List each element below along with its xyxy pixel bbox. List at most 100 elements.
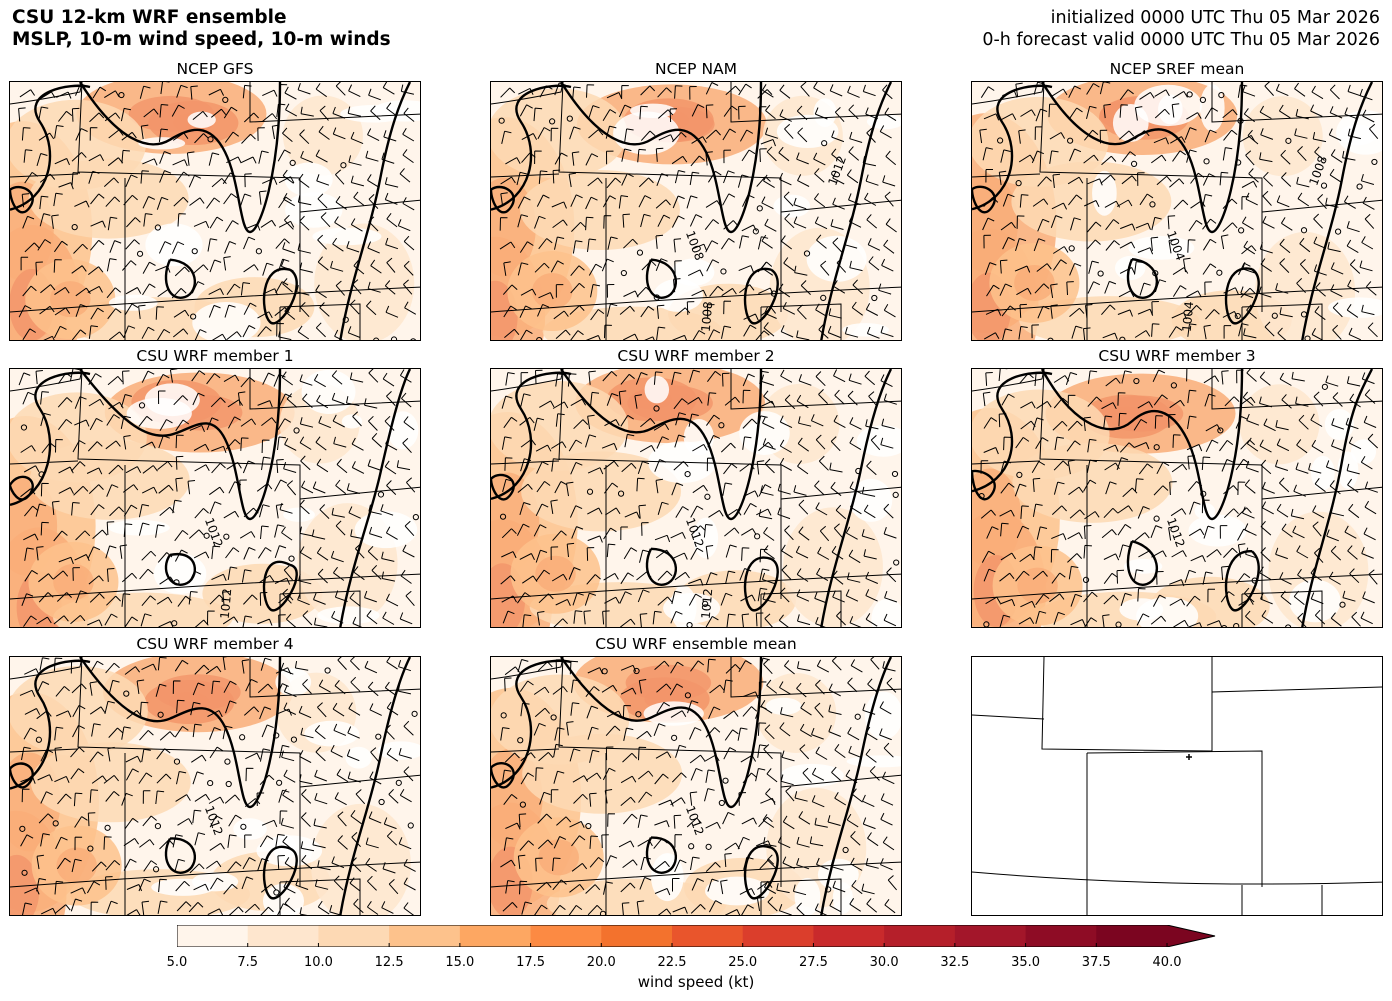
wind-barb [159, 151, 171, 164]
wind-barb [331, 370, 343, 385]
wind-barb [755, 612, 764, 627]
wind-barb [550, 260, 564, 273]
calm-wind-circle [1233, 622, 1240, 627]
map-panel-member2[interactable]: 1012 1012 [490, 368, 902, 628]
wind-barb [403, 902, 415, 915]
wind-barb [1134, 442, 1150, 450]
wind-barb [54, 747, 62, 762]
wind-barb [298, 173, 310, 188]
wind-barb [796, 568, 809, 582]
wind-speed-area [1239, 384, 1320, 465]
map-panel-member1[interactable]: 1012 1012 [9, 368, 421, 628]
map-panel-locator[interactable] [971, 656, 1383, 916]
wind-barb [386, 830, 398, 846]
calm-wind-circle [1221, 625, 1228, 627]
calm-area [705, 876, 770, 906]
wind-barb [142, 196, 156, 209]
wind-barb [655, 147, 664, 162]
wind-barb [851, 301, 863, 316]
wind-barb [1134, 106, 1143, 121]
wind-barb [879, 728, 892, 741]
wind-barb [188, 591, 198, 605]
wind-barb [619, 305, 635, 315]
wind-barb [1169, 598, 1186, 606]
map-panel-gfs[interactable] [9, 81, 421, 341]
wind-barb [779, 722, 791, 737]
map-panel-member3[interactable]: 1012 [971, 368, 1383, 628]
wind-barb [585, 216, 594, 231]
wind-barb [757, 722, 767, 736]
wind-barb [881, 418, 895, 430]
wind-barb [566, 481, 574, 497]
wind-barb [1310, 413, 1323, 427]
map-panel-nam[interactable]: 1008 1008 1012 [490, 81, 902, 341]
wind-barb [301, 789, 312, 804]
wind-barb [228, 906, 244, 915]
calm-wind-circle [536, 336, 543, 340]
wind-barb [618, 195, 629, 209]
wind-barb [707, 329, 721, 340]
wind-barb [280, 662, 294, 675]
wind-barb [331, 507, 345, 518]
wind-barb [723, 105, 738, 117]
calm-wind-circle [500, 712, 507, 719]
wind-barb [504, 677, 512, 692]
calm-area [387, 411, 419, 450]
wind-barb [568, 567, 581, 580]
wind-barb [880, 812, 893, 826]
wind-barb [298, 573, 312, 585]
calm-area [1188, 514, 1247, 547]
wind-barb [1293, 484, 1306, 497]
calm-wind-circle [891, 470, 899, 478]
wind-barb [194, 508, 209, 519]
wind-barb [999, 598, 1016, 607]
wind-barb [367, 241, 380, 254]
state-border [780, 486, 901, 500]
wind-barb [275, 238, 290, 249]
wind-barb [1331, 418, 1345, 430]
map-panel-sref[interactable]: 1004 1004 1008 [971, 81, 1383, 341]
wind-barb [1362, 591, 1375, 604]
wind-barb [621, 148, 632, 162]
wind-barb [1347, 84, 1361, 97]
map-panel-member4[interactable]: 1012 [9, 656, 421, 916]
calm-wind-circle [686, 621, 693, 627]
wind-barb [586, 705, 599, 719]
map-panel-ensemble-mean[interactable]: 1012 [490, 656, 902, 916]
isobar-contour [560, 657, 763, 809]
calm-wind-circle [754, 533, 761, 540]
wind-barb [811, 767, 825, 781]
wind-barb [74, 816, 88, 828]
wind-barb [1067, 459, 1076, 475]
wind-barb [317, 256, 329, 271]
wind-barb [784, 123, 794, 139]
calm-wind-circle [35, 736, 42, 743]
wind-barb [193, 551, 210, 559]
wind-barb [880, 858, 893, 871]
wind-barb [743, 691, 759, 699]
wind-barb [54, 286, 70, 296]
wind-barb [1122, 487, 1138, 498]
calm-area [285, 192, 343, 228]
wind-barb [863, 549, 877, 560]
wind-barb [1186, 595, 1201, 607]
state-border [1211, 369, 1382, 410]
wind-barb [653, 723, 666, 736]
wind-barb [335, 82, 346, 96]
wind-barb [1360, 455, 1373, 470]
wind-barb [724, 853, 732, 868]
wind-barb [815, 746, 828, 760]
wind-barb [141, 595, 157, 607]
wind-barb [1066, 281, 1074, 296]
calm-wind-circle [871, 294, 878, 302]
wind-barb [671, 371, 682, 386]
colorbar-tick-label: 37.5 [1081, 955, 1111, 970]
wind-barb [242, 325, 256, 338]
wind-barb [601, 684, 618, 693]
isobars [491, 657, 893, 915]
wind-barb [669, 108, 678, 123]
wind-barb [1279, 307, 1293, 318]
wind-barb [1278, 104, 1291, 119]
wind-barb [759, 568, 770, 582]
wind-barb [673, 461, 689, 471]
